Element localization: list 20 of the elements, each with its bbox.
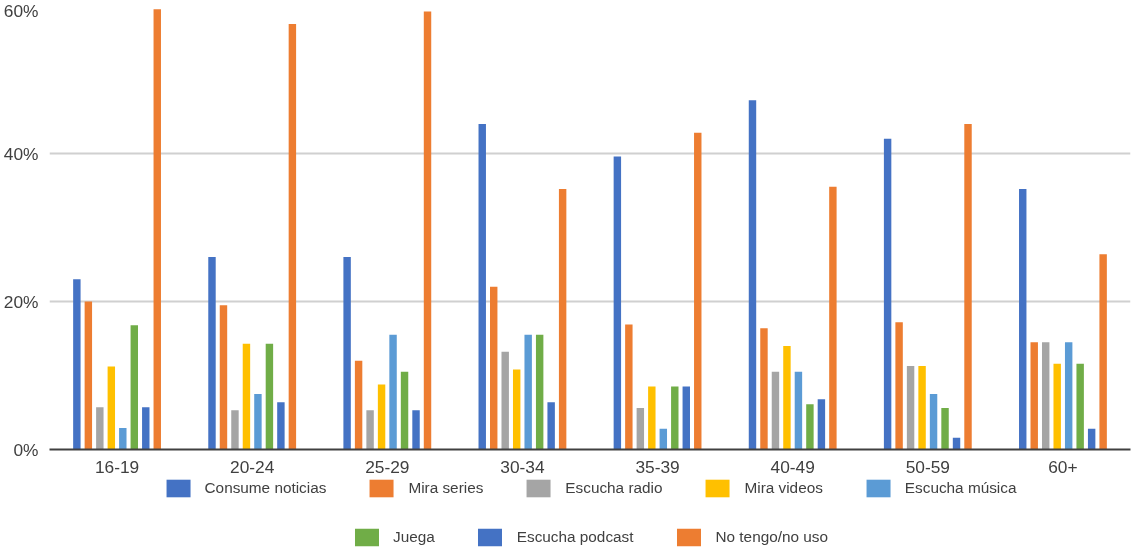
legend-label: Mira series — [408, 479, 484, 497]
legend-label: Juega — [392, 528, 435, 546]
x-tick-label: 25-29 — [365, 456, 410, 477]
x-tick-label: 60+ — [1048, 456, 1078, 477]
legend-label: Escucha podcast — [516, 528, 634, 546]
x-tick-label: 30-34 — [500, 456, 545, 477]
x-tick-label: 20-24 — [230, 456, 275, 477]
legend-label: Escucha radio — [565, 479, 663, 497]
y-tick-label: 60% — [3, 0, 39, 21]
x-tick-label: 16-19 — [94, 456, 140, 477]
legend-label: No tengo/no uso — [715, 528, 829, 546]
x-tick-label: 35-39 — [635, 456, 680, 477]
y-tick-label: 20% — [3, 291, 39, 312]
legend-label: Consume noticias — [204, 479, 327, 497]
y-tick-label: 40% — [3, 143, 39, 164]
x-tick-label: 40-49 — [770, 456, 815, 477]
legend-label: Escucha música — [904, 479, 1017, 497]
x-tick-label: 50-59 — [905, 456, 950, 477]
y-tick-label: 0% — [13, 439, 39, 460]
legend-label: Mira videos — [744, 479, 823, 497]
